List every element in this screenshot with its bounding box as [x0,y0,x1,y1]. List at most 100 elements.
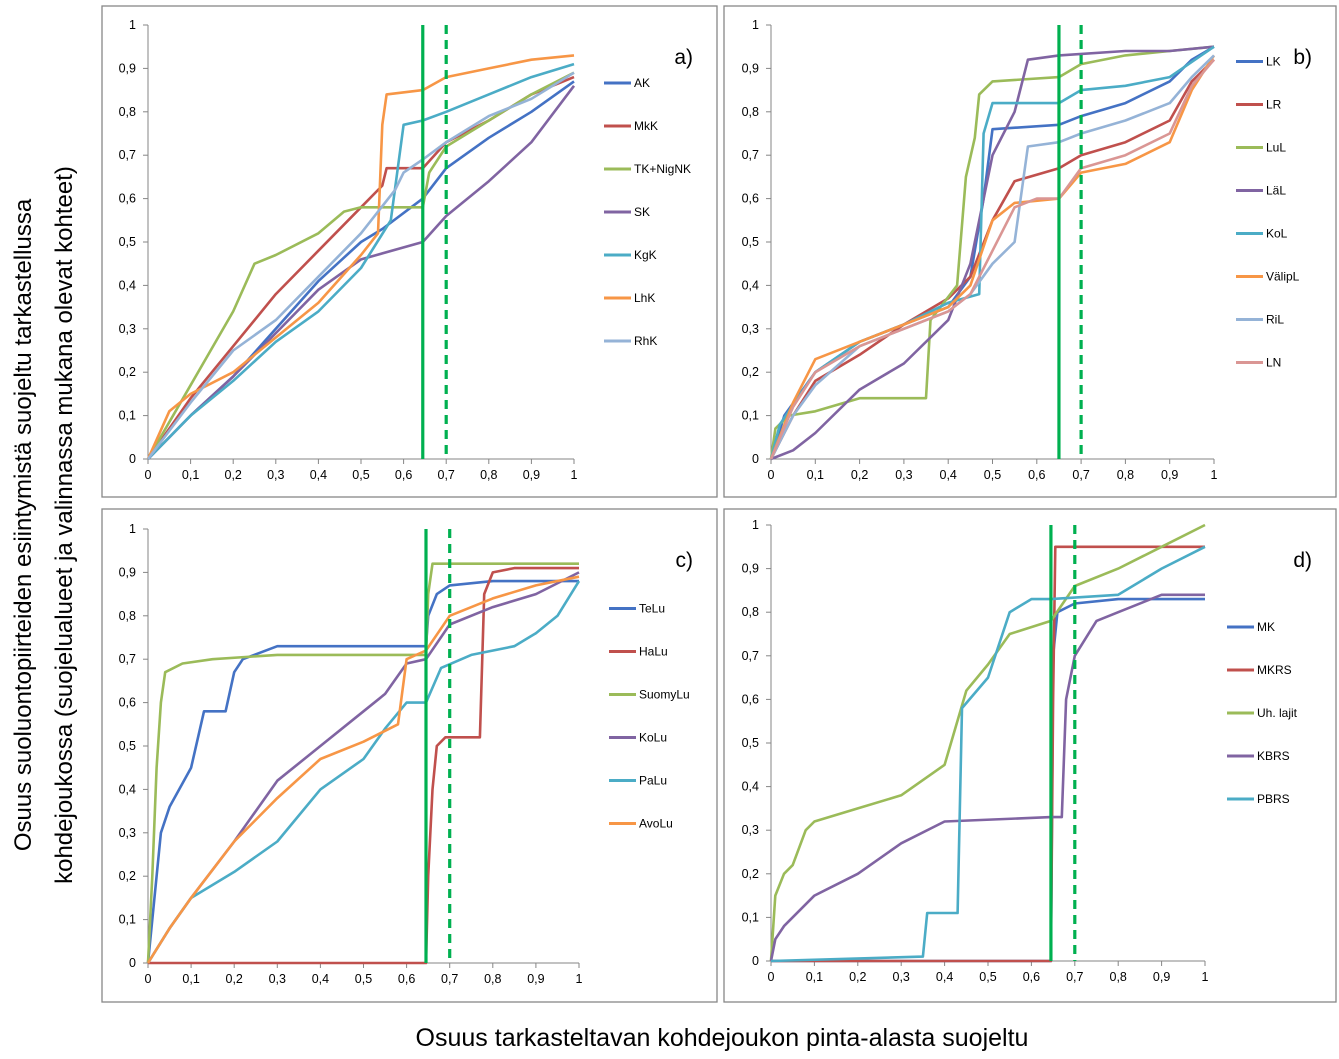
x-tick-label: 0,5 [355,972,372,986]
x-tick-label: 0,8 [484,972,501,986]
legend-entry: SK [634,205,650,219]
legend-entry: PBRS [1257,792,1290,806]
y-tick-label: 0,3 [742,823,759,837]
series-line-avolu [146,575,580,964]
x-tick-label: 0,5 [984,468,1001,482]
x-tick-label: 0,3 [267,468,284,482]
x-tick-label: 0,7 [1066,970,1083,984]
x-tick-label: 0,7 [438,468,455,482]
x-tick-label: 0,6 [398,972,415,986]
chart-panel-2: 0 0,1 0,2 0,3 0,4 0,5 0,6 0,7 0,8 0,9 1 0 0,1 0,2 0,3 0… [723,5,1337,498]
series-line-tk-nignk [146,71,575,460]
x-tick-label: 0 [145,468,152,482]
x-tick-label: 0,2 [849,970,866,984]
panel-label: b) [1293,46,1312,69]
y-tick-label: 0,5 [119,739,136,753]
y-tick-label: 0,3 [742,322,759,336]
series-line-palu [146,580,581,964]
x-tick-label: 0 [768,970,775,984]
x-tick-label: 0,4 [310,468,327,482]
y-tick-label: 0 [752,452,759,466]
legend-entry: KoLu [639,731,667,745]
legend-entry: RhK [634,334,657,348]
y-tick-label: 0,4 [742,780,759,794]
y-tick-label: 0,6 [742,192,759,206]
x-tick-label: 0,7 [441,972,458,986]
y-tick-label: 0,2 [742,365,759,379]
y-tick-label: 0,8 [742,105,759,119]
chart-panel-1: 0 0,1 0,2 0,3 0,4 0,5 0,6 0,7 0,8 0,9 1 0 0,1 0,2 0,3 0… [101,5,718,498]
y-tick-label: 0,3 [119,826,136,840]
series-line-mkrs [771,545,1205,963]
x-tick-label: 0,3 [895,468,912,482]
x-tick-label: 0,1 [806,970,823,984]
x-tick-label: 0,8 [1110,970,1127,984]
y-tick-label: 0,7 [119,148,136,162]
x-axis-title: Osuus tarkasteltavan kohdejoukon pinta-a… [416,1024,1029,1052]
legend-entry: VälipL [1266,270,1300,284]
series-line-rhk [146,71,575,460]
x-tick-label: 0,8 [1117,468,1134,482]
y-tick-label: 1 [752,518,759,532]
y-tick-label: 0,1 [742,910,759,924]
x-tick-label: 0,5 [979,970,996,984]
legend-entry: MkK [634,119,658,133]
y-tick-label: 1 [129,18,136,32]
x-tick-label: 0,4 [312,972,329,986]
y-tick-label: 0,1 [742,409,759,423]
y-tick-label: 0,9 [742,61,759,75]
legend-entry: Uh. lajit [1257,706,1298,720]
legend-entry: LhK [634,291,655,305]
y-tick-label: 0,8 [742,605,759,619]
y-tick-label: 0,4 [119,782,136,796]
legend-entry: KgK [634,248,657,262]
legend-entry: HaLu [639,645,668,659]
y-tick-label: 0 [129,956,136,970]
x-tick-label: 0,2 [225,468,242,482]
panel-frame [101,5,718,498]
y-tick-label: 1 [752,18,759,32]
x-tick-label: 0,3 [269,972,286,986]
legend-entry: KoL [1266,227,1288,241]
panel-frame [723,5,1337,498]
y-tick-label: 0,9 [742,562,759,576]
legend-entry: RiL [1266,313,1284,327]
y-tick-label: 1 [129,522,136,536]
y-tick-label: 0,2 [742,867,759,881]
x-tick-label: 0,3 [893,970,910,984]
x-tick-label: 0,1 [807,468,824,482]
chart-panel-3: 0 0,1 0,2 0,3 0,4 0,5 0,6 0,7 0,8 0,9 1 0 0,1 0,2 0,3 0… [101,508,718,1003]
series-line-välipl [769,54,1216,460]
x-tick-label: 0,2 [226,972,243,986]
legend-entry: PaLu [639,774,667,788]
x-tick-label: 0 [768,468,775,482]
x-tick-label: 0 [145,972,152,986]
legend-entry: MKRS [1257,663,1292,677]
legend-entry: TK+NigNK [634,162,691,176]
legend-entry: AvoLu [639,817,673,831]
y-tick-label: 0,8 [119,105,136,119]
legend-entry: LäL [1266,184,1286,198]
y-tick-label: 0,2 [119,869,136,883]
x-tick-label: 1 [1211,468,1218,482]
x-tick-label: 1 [576,972,583,986]
x-tick-label: 0,6 [1023,970,1040,984]
y-tick-label: 0,1 [119,913,136,927]
y-tick-label: 0,6 [119,696,136,710]
y-tick-label: 0,6 [742,692,759,706]
y-tick-label: 0,5 [119,235,136,249]
x-tick-label: 0,6 [1028,468,1045,482]
x-tick-label: 0,1 [182,468,199,482]
chart-panel-4: 0 0,1 0,2 0,3 0,4 0,5 0,6 0,7 0,8 0,9 1 0 0,1 0,2 0,3 0… [723,508,1337,1003]
panel-frame [101,508,718,1003]
x-tick-label: 0,9 [523,468,540,482]
y-axis-title-line1: Osuus suoluontopiirteiden esiintymistä s… [10,198,37,851]
y-tick-label: 0,5 [742,235,759,249]
y-tick-label: 0,9 [119,565,136,579]
legend-entry: LR [1266,98,1282,112]
y-tick-label: 0,6 [119,192,136,206]
x-tick-label: 0,8 [480,468,497,482]
series-line-ril [769,54,1215,460]
y-tick-label: 0,7 [742,649,759,663]
y-tick-label: 0,1 [119,409,136,423]
